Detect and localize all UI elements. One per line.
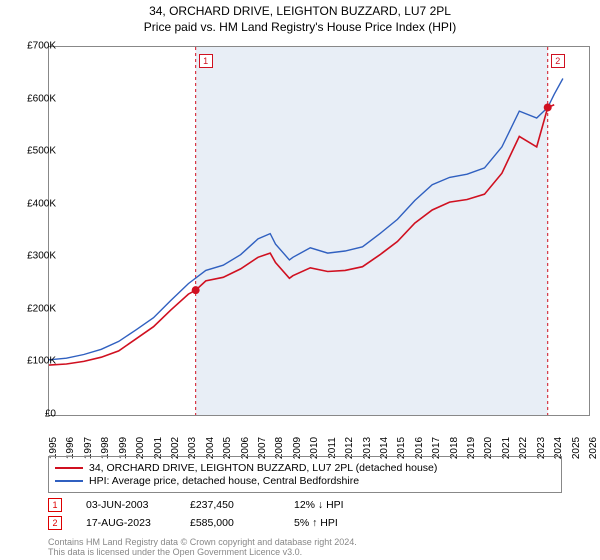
legend-row: HPI: Average price, detached house, Cent… [55,475,555,487]
legend-swatch [55,467,83,469]
legend-swatch [55,480,83,482]
marker-id-box: 2 [551,54,565,68]
x-tick-label: 2026 [588,437,599,459]
title-subtitle: Price paid vs. HM Land Registry's House … [0,20,600,34]
marker-id-box: 2 [48,516,62,530]
chart-area [48,46,590,416]
legend: 34, ORCHARD DRIVE, LEIGHTON BUZZARD, LU7… [48,456,562,493]
legend-label: 34, ORCHARD DRIVE, LEIGHTON BUZZARD, LU7… [89,462,437,474]
marker-id-box: 1 [199,54,213,68]
footer-line: This data is licensed under the Open Gov… [48,548,357,558]
legend-label: HPI: Average price, detached house, Cent… [89,475,359,487]
y-tick-label: £100K [12,356,56,367]
transaction-price: £237,450 [190,499,270,511]
legend-row: 34, ORCHARD DRIVE, LEIGHTON BUZZARD, LU7… [55,462,555,474]
y-tick-label: £500K [12,146,56,157]
title-address: 34, ORCHARD DRIVE, LEIGHTON BUZZARD, LU7… [0,4,600,18]
title-block: 34, ORCHARD DRIVE, LEIGHTON BUZZARD, LU7… [0,0,600,34]
y-tick-label: £400K [12,198,56,209]
transaction-date: 03-JUN-2003 [86,499,166,511]
transaction-delta: 12% ↓ HPI [294,499,374,511]
transaction-price: £585,000 [190,517,270,529]
transaction-row: 2 17-AUG-2023 £585,000 5% ↑ HPI [48,516,374,530]
transaction-rows: 1 03-JUN-2003 £237,450 12% ↓ HPI 2 17-AU… [48,498,374,534]
chart-container: 34, ORCHARD DRIVE, LEIGHTON BUZZARD, LU7… [0,0,600,560]
plot-svg [49,47,589,415]
x-tick-label: 2025 [571,437,582,459]
y-tick-label: £600K [12,93,56,104]
y-tick-label: £700K [12,41,56,52]
footer: Contains HM Land Registry data © Crown c… [48,538,357,558]
transaction-row: 1 03-JUN-2003 £237,450 12% ↓ HPI [48,498,374,512]
transaction-delta: 5% ↑ HPI [294,517,374,529]
y-tick-label: £200K [12,303,56,314]
marker-id-box: 1 [48,498,62,512]
y-tick-label: £0 [12,409,56,420]
y-tick-label: £300K [12,251,56,262]
transaction-date: 17-AUG-2023 [86,517,166,529]
